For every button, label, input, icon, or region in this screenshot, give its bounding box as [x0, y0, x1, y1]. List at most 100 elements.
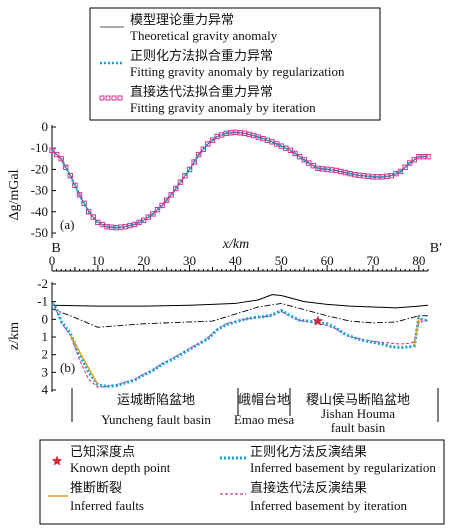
legend-reg-basement-cn: 正则化方法反演结果 — [250, 444, 367, 460]
top-legend-frame — [89, 7, 381, 121]
legend-star-shape — [51, 455, 63, 466]
panel-b-ytick-label-2: 0 — [42, 311, 49, 326]
region-jishan-en-1: Jishan Houma — [321, 406, 395, 421]
panel-a-series — [49, 129, 431, 231]
panel-b-ylabel: z/km — [7, 322, 22, 350]
panel-a-xlabel: x/km — [222, 237, 249, 252]
x-tick-label-3: 30 — [183, 253, 196, 268]
legend-star-icon — [51, 455, 63, 466]
iteration-marker-1 — [58, 156, 64, 162]
legend-known-en: Known depth point — [70, 460, 171, 475]
region-jishan-en-2: fault basin — [331, 420, 386, 435]
x-tick-label-8: 80 — [412, 253, 425, 268]
iteration-marker-15 — [186, 166, 193, 173]
iteration-marker-mid-12 — [163, 197, 170, 203]
region-emao-en: Emao mesa — [234, 412, 295, 427]
iteration-marker-mid-17 — [209, 137, 216, 143]
x-tick-label-7: 70 — [366, 253, 379, 268]
endpoint-b: B — [51, 241, 60, 256]
legend-iter-basement-cn: 直接迭代法反演结果 — [250, 480, 367, 496]
known-depth-point-marker — [312, 315, 324, 326]
iteration-marker-mid-27 — [301, 157, 307, 163]
fault-line-1 — [413, 317, 420, 346]
iteration-marker-26 — [287, 147, 294, 154]
series-basement-iteration — [51, 303, 429, 388]
iteration-marker-mid-3 — [81, 200, 87, 207]
x-tick-label-5: 50 — [275, 253, 288, 268]
legend-iteration-en: Fitting gravity anomaly by iteration — [130, 100, 316, 115]
region-yuncheng-cn: 运城断陷盆地 — [117, 393, 195, 408]
iteration-marker-17 — [205, 141, 211, 147]
iteration-marker-mid-0 — [53, 151, 60, 158]
panel-a-label: (a) — [60, 217, 74, 232]
region-annotations: 运城断陷盆地 Yuncheng fault basin 峨帽台地 Emao me… — [71, 388, 439, 435]
series-reference-surface — [51, 302, 428, 328]
iteration-marker-13 — [168, 192, 174, 198]
panel-a-ytick-label-4: -40 — [31, 204, 48, 219]
region-yuncheng-en: Yuncheng fault basin — [101, 412, 211, 427]
iteration-marker-mid-2 — [72, 182, 78, 189]
region-jishan-cn: 稷山侯马断陷盆地 — [306, 392, 410, 408]
panel-b-y-ticks: -2 -1 0 1 2 3 4 — [37, 276, 56, 397]
legend-theoretical-cn: 模型理论重力异常 — [130, 12, 234, 28]
panel-b-label: (b) — [60, 360, 75, 375]
panel-a-ytick-label-2: -20 — [31, 161, 48, 176]
iteration-marker-mid-39 — [411, 157, 417, 163]
iteration-marker-mid-13 — [173, 185, 179, 192]
endpoint-b-prime: B′ — [430, 241, 442, 256]
bottom-legend-frame — [39, 439, 445, 525]
iteration-marker-14 — [177, 179, 184, 185]
region-emao-cn: 峨帽台地 — [238, 392, 290, 408]
panel-b-ytick-label-3: 1 — [42, 329, 49, 344]
series-regularization — [51, 131, 428, 229]
legend-iter-basement-en: Inferred basement by iteration — [250, 498, 408, 513]
iteration-marker-mid-15 — [191, 159, 197, 165]
x-tick-label-6: 60 — [321, 253, 334, 268]
panel-b-series — [50, 294, 429, 388]
panel-b-ytick-label-5: 3 — [42, 364, 49, 379]
legend-faults-cn: 推断断裂 — [70, 481, 122, 496]
iteration-marker-mid-16 — [200, 146, 207, 152]
series-basement-regularization — [50, 302, 428, 388]
x-tick-label-4: 40 — [229, 253, 242, 268]
bottom-legend: 已知深度点 Known depth point 推断断裂 Inferred fa… — [39, 439, 445, 525]
panel-b-ytick-label-1: -1 — [37, 294, 48, 309]
panel-a-ytick-label-3: -30 — [31, 183, 48, 198]
x-tick-label-2: 20 — [137, 253, 150, 268]
panel-a-ytick-label-1: -10 — [31, 140, 48, 155]
legend-known-cn: 已知深度点 — [70, 444, 135, 460]
legend-faults-en: Inferred faults — [70, 498, 144, 513]
legend-swatch-iteration — [99, 95, 123, 101]
panel-a-ytick-label-0: 0 — [42, 119, 49, 134]
panel-b-ytick-label-6: 4 — [42, 382, 49, 397]
legend-iteration-cn: 直接迭代法拟合重力异常 — [130, 84, 273, 100]
panel-b-ytick-label-4: 2 — [42, 347, 49, 362]
series-theoretical — [51, 131, 428, 229]
iteration-marker-mid-11 — [154, 206, 161, 213]
panel-a-ylabel: Δg/mGal — [7, 169, 22, 220]
panel-b-ytick-label-0: -2 — [37, 276, 48, 291]
legend-regularization-cn: 正则化方法拟合重力异常 — [130, 48, 273, 64]
iteration-marker-4 — [85, 209, 92, 215]
panel-a: 0 -10 -20 -30 -40 -50 Δg/mGal (a) B B′ x/km — [7, 119, 442, 256]
top-legend: 模型理论重力异常 Theoretical gravity anomaly 正则化… — [89, 7, 381, 121]
x-tick-label-0: 0 — [49, 253, 56, 268]
iteration-marker-0 — [49, 147, 55, 154]
panel-a-y-ticks: 0 -10 -20 -30 -40 -50 — [31, 119, 56, 240]
iteration-marker-mid-26 — [292, 150, 298, 157]
legend-regularization-en: Fitting gravity anomaly by regularizatio… — [130, 64, 345, 79]
panel-a-ytick-label-5: -50 — [31, 225, 48, 240]
iteration-marker-2 — [67, 173, 74, 179]
fault-line-0 — [69, 334, 99, 386]
iteration-marker-38 — [397, 168, 404, 175]
iteration-marker-mid-38 — [402, 164, 408, 170]
series-topography — [51, 294, 429, 309]
iteration-marker-mid-1 — [63, 164, 69, 170]
panel-b: -2 -1 0 1 2 3 4 z/km (b) — [7, 276, 429, 397]
iteration-marker-11 — [150, 211, 156, 217]
iteration-marker-3 — [76, 192, 83, 198]
iteration-marker-27 — [296, 153, 303, 160]
iteration-marker-12 — [159, 202, 165, 209]
iteration-marker-10 — [141, 217, 147, 223]
